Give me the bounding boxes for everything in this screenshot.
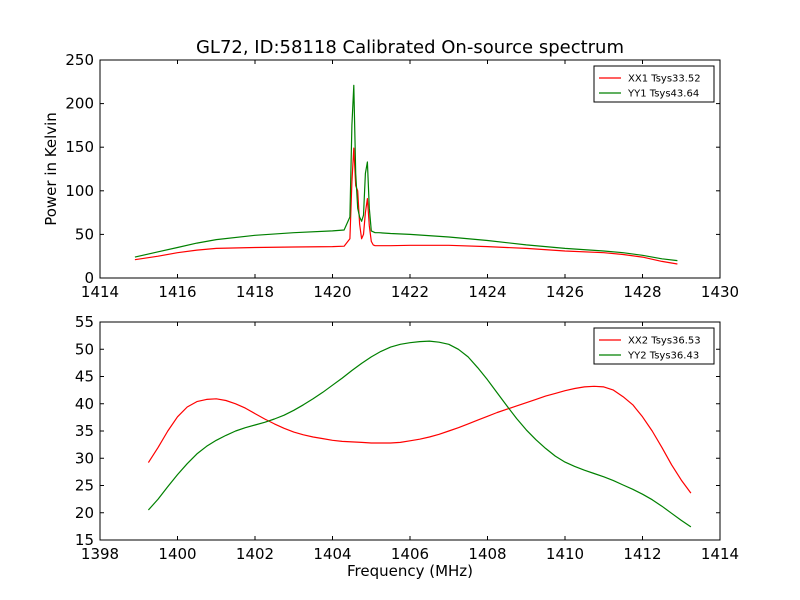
- legend: XX1 Tsys33.52 YY1 Tsys43.64: [593, 65, 715, 103]
- x-tick-label: 1410: [546, 545, 584, 563]
- top-plot: 1414 1416 1418 1420 1422 1424 1426 1428 1430 0 50 1…: [65, 51, 739, 301]
- series-line-yy1: [134, 84, 678, 262]
- x-tick-label: 1400: [158, 545, 196, 563]
- y-tick-label: 50: [75, 225, 94, 243]
- x-tick-label: 1416: [158, 283, 196, 301]
- y-tick-label: 40: [75, 395, 94, 413]
- legend-label: XX2 Tsys36.53: [628, 336, 701, 347]
- series-line-yy2: [147, 340, 692, 528]
- chart-title: GL72, ID:58118 Calibrated On-source spec…: [196, 37, 624, 58]
- x-tick-label: 1420: [313, 283, 351, 301]
- y-tick-label: 45: [75, 368, 94, 386]
- x-tick-label: 1408: [468, 545, 506, 563]
- y-axis-label: Power in Kelvin: [42, 112, 60, 226]
- y-tick-label: 100: [65, 182, 94, 200]
- y-tick-label: 50: [75, 340, 94, 358]
- x-tick-label: 1428: [623, 283, 661, 301]
- y-tick-label: 200: [65, 95, 94, 113]
- x-tick-label: 1402: [236, 545, 274, 563]
- x-tick-label: 1412: [623, 545, 661, 563]
- x-tick-label: 1414: [701, 545, 739, 563]
- x-axis-label: Frequency (MHz): [347, 562, 473, 580]
- x-tick-label: 1414: [81, 283, 119, 301]
- legend-box: [593, 327, 715, 365]
- x-tick-label: 1404: [313, 545, 351, 563]
- x-tick-label: 1406: [391, 545, 429, 563]
- legend-box: [593, 65, 715, 103]
- series-line-xx1: [134, 147, 678, 265]
- y-tick-label: 15: [75, 531, 94, 549]
- y-tick-label: 20: [75, 504, 94, 522]
- x-tick-label: 1398: [81, 545, 119, 563]
- y-tick-label: 150: [65, 138, 94, 156]
- x-tick-label: 1422: [391, 283, 429, 301]
- y-tick-label: 25: [75, 477, 94, 495]
- y-tick-label: 35: [75, 422, 94, 440]
- y-tick-label: 0: [84, 269, 94, 287]
- y-tick-label: 55: [75, 313, 94, 331]
- y-tick-label: 250: [65, 51, 94, 69]
- legend: XX2 Tsys36.53 YY2 Tsys36.43: [593, 327, 715, 365]
- x-tick-label: 1424: [468, 283, 506, 301]
- y-tick-label: 30: [75, 449, 94, 467]
- x-tick-label: 1418: [236, 283, 274, 301]
- legend-label: XX1 Tsys33.52: [628, 74, 701, 85]
- x-tick-label: 1430: [701, 283, 739, 301]
- legend-label: YY1 Tsys43.64: [627, 89, 699, 100]
- x-tick-label: 1426: [546, 283, 584, 301]
- series-line-xx2: [147, 385, 692, 494]
- legend-label: YY2 Tsys36.43: [627, 351, 699, 362]
- bottom-plot: 1398 1400 1402 1404 1406 1408 1410 1412 1414 15 20…: [75, 313, 739, 563]
